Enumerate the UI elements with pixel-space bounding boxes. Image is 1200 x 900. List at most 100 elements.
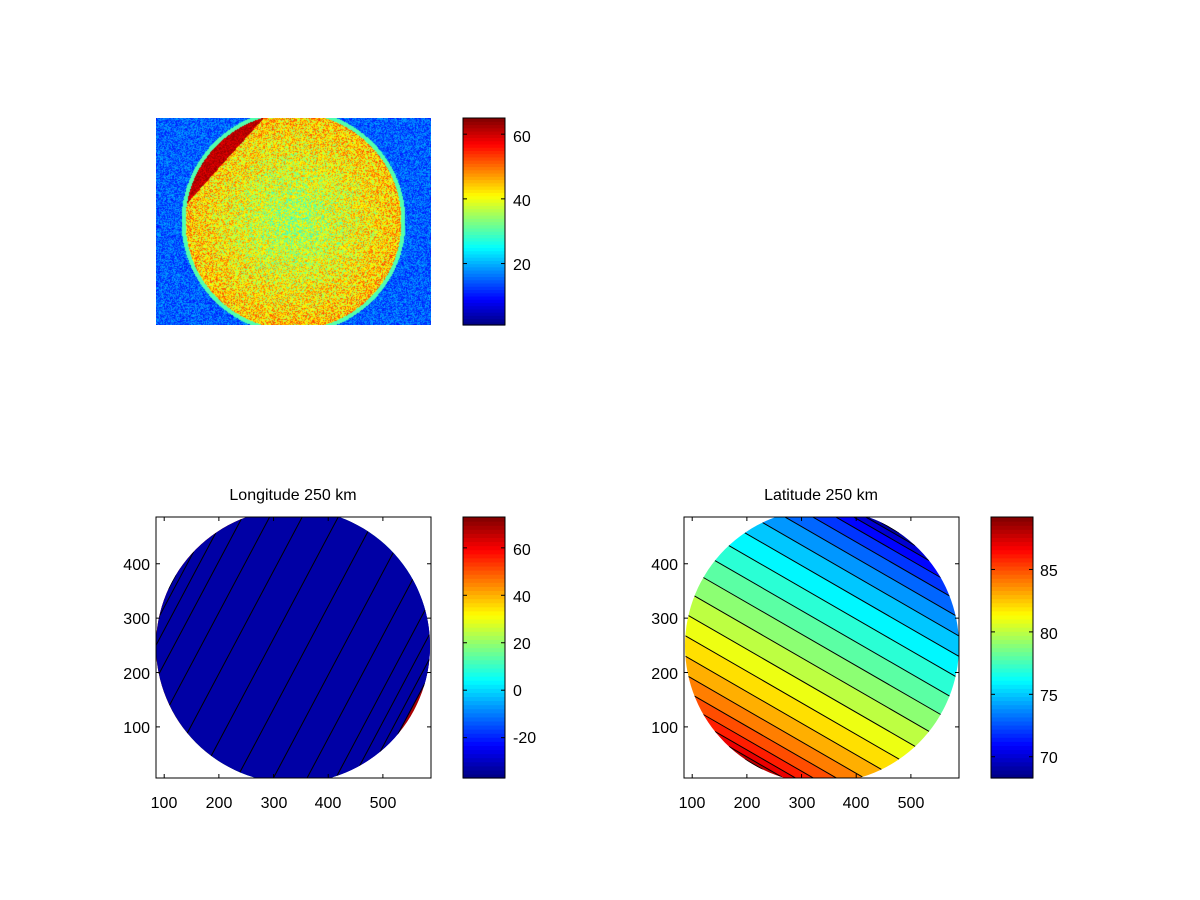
contour-line <box>336 609 426 776</box>
colorbar-swatch <box>463 761 505 767</box>
colorbar-frame <box>462 516 506 779</box>
colorbar-swatch <box>463 286 505 291</box>
colorbar-swatch <box>463 118 505 122</box>
colorbar-swatch <box>463 215 505 219</box>
colorbar-swatch <box>463 704 505 710</box>
contour-band <box>756 517 959 623</box>
cb1-tick-label: -20 <box>513 730 536 747</box>
contour-band <box>749 517 959 635</box>
raw-image-heatmap <box>156 118 431 325</box>
contour-band <box>685 612 921 767</box>
colorbar-swatch <box>991 663 1033 669</box>
colorbar-swatch <box>991 700 1033 706</box>
contour-disk <box>156 517 430 778</box>
colorbar-swatch <box>463 179 505 184</box>
colorbar-swatch <box>463 773 505 779</box>
contour-line <box>842 517 930 562</box>
cb2-tick-label: 70 <box>1040 750 1058 767</box>
colorbar-swatch <box>463 631 505 636</box>
colorbar-swatch <box>991 671 1033 677</box>
colorbar-swatch <box>463 198 505 203</box>
x-tick-label: 400 <box>843 795 870 812</box>
colorbar-swatch <box>991 529 1033 534</box>
colorbar-swatch <box>463 266 505 271</box>
colorbar-swatch <box>463 651 505 657</box>
y-tick-label: 100 <box>123 720 150 737</box>
colorbar-swatch <box>991 712 1033 718</box>
colorbar-swatch <box>463 614 505 620</box>
colorbar-swatch <box>463 308 505 313</box>
colorbar-swatch <box>463 769 505 775</box>
colorbar-swatch <box>463 692 505 698</box>
cb2-tick-label: 80 <box>1040 626 1058 643</box>
contour-line <box>801 517 950 597</box>
colorbar-swatch <box>991 647 1033 653</box>
colorbar-swatch <box>991 582 1033 587</box>
colorbar-swatch <box>463 561 505 567</box>
colorbar-swatch <box>463 663 505 669</box>
colorbar-swatch <box>463 598 505 604</box>
colorbar-swatch <box>463 659 505 665</box>
colorbar-image <box>462 117 506 326</box>
colorbar-swatch <box>463 517 505 522</box>
contour-line <box>688 676 863 778</box>
colorbar-swatch <box>463 169 505 174</box>
colorbar-swatch <box>463 627 505 632</box>
colorbar-swatch <box>463 606 505 612</box>
contour-band <box>156 517 430 778</box>
colorbar-swatch <box>463 305 505 310</box>
colorbar-longitude <box>462 516 506 779</box>
colorbar-swatch <box>991 533 1033 538</box>
colorbar-swatch <box>463 729 505 734</box>
colorbar-swatch <box>991 594 1033 600</box>
contour-line <box>685 635 900 760</box>
cb1-tick-label: 0 <box>513 683 522 700</box>
colorbar-swatch <box>463 221 505 226</box>
colorbar-swatch <box>463 623 505 628</box>
colorbar-swatch <box>463 260 505 265</box>
colorbar-swatch <box>991 729 1033 734</box>
colorbar-swatch <box>463 757 505 763</box>
contour-line <box>304 579 414 778</box>
colorbar-swatch <box>463 208 505 213</box>
colorbar-swatch <box>991 676 1033 681</box>
colorbar-swatch <box>463 172 505 177</box>
colorbar-swatch <box>463 590 505 596</box>
contour-line <box>158 551 195 617</box>
colorbar-swatch <box>463 618 505 624</box>
colorbar-swatch <box>463 549 505 555</box>
contour-bands <box>156 517 430 778</box>
colorbar-swatch <box>463 529 505 534</box>
colorbar-swatch <box>463 192 505 197</box>
colorbar-swatch <box>463 295 505 300</box>
colorbar-swatch <box>991 704 1033 710</box>
colorbar-swatch <box>463 253 505 258</box>
colorbar-swatch <box>463 231 505 236</box>
longitude-contour-plot <box>156 517 430 778</box>
colorbar-swatch <box>991 517 1033 522</box>
colorbar-swatch <box>463 635 505 640</box>
cb1-tick-label: 40 <box>513 589 531 606</box>
cb2-tick-label: 85 <box>1040 563 1058 580</box>
colorbar-swatch <box>463 565 505 571</box>
contour-line <box>359 634 430 766</box>
colorbar-swatch <box>463 586 505 592</box>
colorbar-swatch <box>463 263 505 268</box>
colorbar-swatch <box>463 671 505 677</box>
colorbar-swatch <box>463 182 505 187</box>
colorbar-swatch <box>463 150 505 155</box>
colorbar-swatch <box>991 614 1033 620</box>
colorbar-swatch <box>463 708 505 714</box>
colorbar-swatch <box>463 700 505 706</box>
colorbar-swatch <box>991 684 1033 689</box>
cb0-tick-label: 60 <box>513 129 531 146</box>
colorbar-swatch <box>463 250 505 255</box>
colorbar-swatch <box>991 598 1033 604</box>
cb0-tick-label: 40 <box>513 193 531 210</box>
contour-line <box>210 517 339 757</box>
contour-line <box>744 532 959 657</box>
colorbar-latitude <box>990 516 1034 779</box>
colorbar-swatch <box>991 623 1033 628</box>
contour-line <box>186 517 307 734</box>
contour-line <box>685 655 882 770</box>
